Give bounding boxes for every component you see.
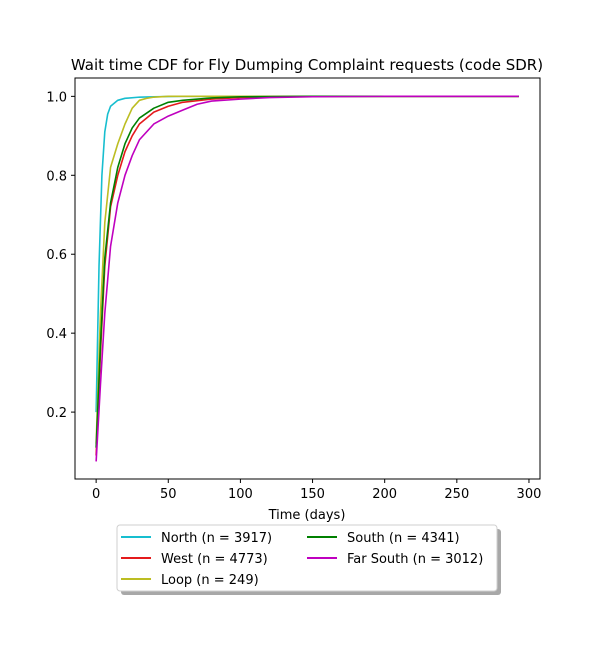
y-tick-label: 0.4 <box>46 327 67 342</box>
x-tick-label: 100 <box>228 487 253 502</box>
series-line-0 <box>95 95 519 413</box>
y-tick-label: 0.6 <box>46 248 67 263</box>
x-axis-ticks: 0 50 100 150 200 250 300 <box>92 479 541 502</box>
x-tick-label: 300 <box>517 487 542 502</box>
series-line-4 <box>95 95 519 462</box>
y-tick-label: 0.2 <box>46 406 67 421</box>
x-tick-label: 0 <box>92 487 100 502</box>
chart-title: Wait time CDF for Fly Dumping Complaint … <box>71 56 543 74</box>
series-line-2 <box>95 95 519 444</box>
y-tick-label: 1.0 <box>46 90 67 105</box>
legend-items: North (n = 3917) West (n = 4773) Loop (n =… <box>121 531 483 588</box>
legend-label-1: West (n = 4773) <box>161 552 268 567</box>
legend-label-3: South (n = 4341) <box>347 531 460 546</box>
x-tick-label: 250 <box>444 487 469 502</box>
legend-label-4: Far South (n = 3012) <box>347 552 483 567</box>
series-line-1 <box>95 95 519 456</box>
x-tick-label: 200 <box>372 487 397 502</box>
series-line-3 <box>95 95 519 448</box>
plot-frame <box>74 77 541 480</box>
y-axis-ticks: 0.2 0.4 0.6 0.8 1.0 <box>46 90 75 421</box>
x-tick-label: 50 <box>160 487 177 502</box>
legend-label-2: Loop (n = 249) <box>161 573 259 588</box>
x-axis-label: Time (days) <box>268 508 346 523</box>
y-tick-label: 0.8 <box>46 169 67 184</box>
legend-label-0: North (n = 3917) <box>161 531 272 546</box>
x-tick-label: 150 <box>300 487 325 502</box>
plot-lines <box>95 95 519 462</box>
legend: North (n = 3917) West (n = 4773) Loop (n =… <box>116 524 501 595</box>
